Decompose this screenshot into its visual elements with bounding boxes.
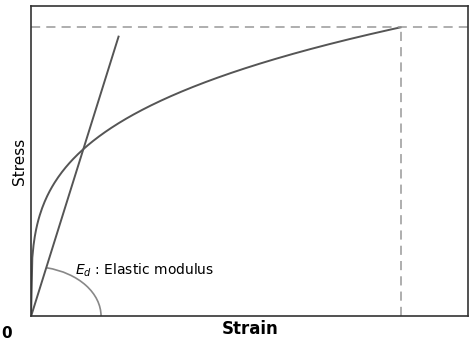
Text: 0: 0	[2, 326, 12, 341]
Y-axis label: Stress: Stress	[12, 137, 27, 184]
X-axis label: Strain: Strain	[221, 321, 278, 338]
Text: $E_d$ : Elastic modulus: $E_d$ : Elastic modulus	[75, 261, 214, 279]
